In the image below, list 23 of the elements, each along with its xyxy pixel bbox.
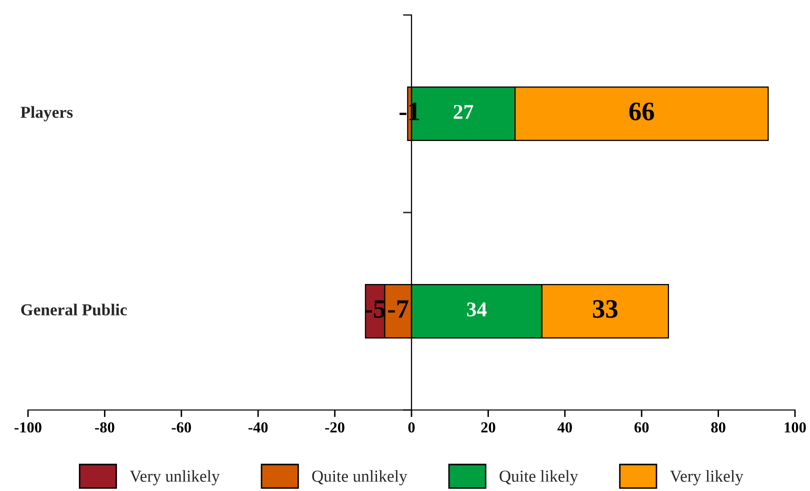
x-tick-label: 100 [784, 422, 806, 433]
legend-label: Very likely [670, 470, 744, 486]
x-tick-label: -20 [325, 422, 344, 433]
legend-label: Quite likely [500, 470, 578, 486]
data-label: -7 [388, 300, 408, 318]
x-tick-label: -100 [14, 422, 42, 433]
data-label: -1 [400, 102, 420, 120]
data-label: 66 [629, 102, 654, 120]
legend-label: Quite unlikely [312, 470, 408, 486]
y-tick-label: Players [20, 106, 73, 122]
x-tick-label: 60 [634, 422, 649, 433]
data-label: 33 [592, 300, 618, 318]
x-tick-label: -40 [248, 422, 268, 433]
x-tick-label: -80 [95, 422, 114, 433]
data-label: 27 [454, 104, 474, 119]
x-tick-label: -60 [172, 422, 191, 433]
y-tick-label: General Public [21, 304, 127, 316]
x-tick-label: 20 [481, 422, 496, 433]
legend-label: Very unlikely [130, 470, 220, 486]
x-tick-label: 0 [408, 422, 415, 433]
data-label: 34 [467, 302, 487, 316]
x-tick-label: 40 [557, 422, 572, 433]
x-tick-label: 80 [711, 422, 726, 433]
